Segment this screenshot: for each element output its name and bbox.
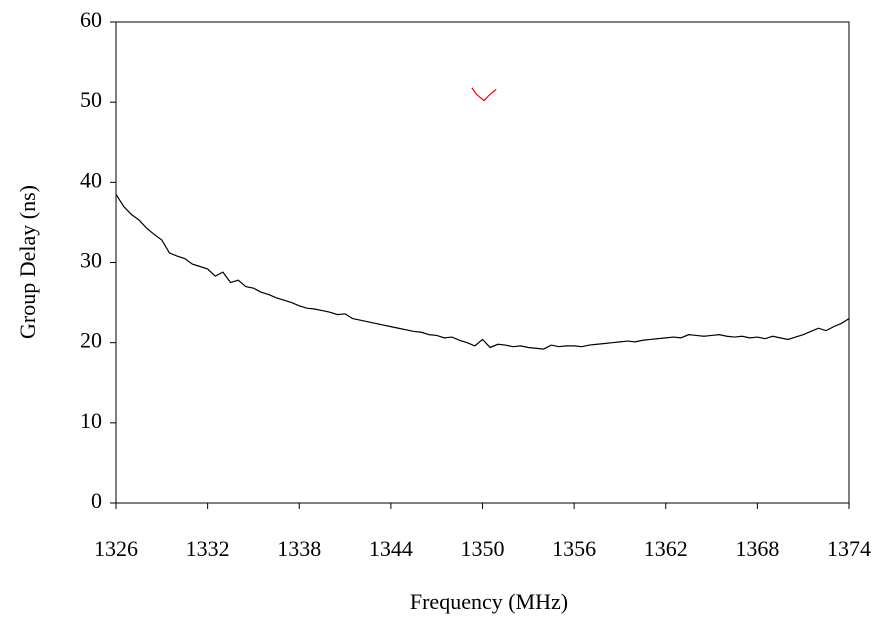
x-tick-label: 1326 bbox=[94, 536, 138, 561]
x-tick-label: 1332 bbox=[186, 536, 230, 561]
y-tick-label: 20 bbox=[80, 328, 102, 353]
x-tick-label: 1368 bbox=[735, 536, 779, 561]
series-line bbox=[115, 194, 850, 350]
y-tick-label: 30 bbox=[80, 248, 102, 273]
y-axis-label: Group Delay (ns) bbox=[15, 185, 40, 339]
x-tick-label: 1362 bbox=[644, 536, 688, 561]
x-axis-label: Frequency (MHz) bbox=[410, 589, 568, 614]
x-tick-label: 1338 bbox=[277, 536, 321, 561]
x-tick-label: 1356 bbox=[552, 536, 596, 561]
y-tick-label: 60 bbox=[80, 7, 102, 32]
y-tick-label: 10 bbox=[80, 408, 102, 433]
series-line bbox=[471, 87, 497, 102]
x-tick-label: 1350 bbox=[461, 536, 505, 561]
y-tick-label: 0 bbox=[91, 488, 102, 513]
y-tick-label: 50 bbox=[80, 87, 102, 112]
x-tick-label: 1374 bbox=[827, 536, 871, 561]
x-tick-label: 1344 bbox=[369, 536, 413, 561]
plot-frame bbox=[115, 21, 850, 504]
y-tick-label: 40 bbox=[80, 167, 102, 192]
